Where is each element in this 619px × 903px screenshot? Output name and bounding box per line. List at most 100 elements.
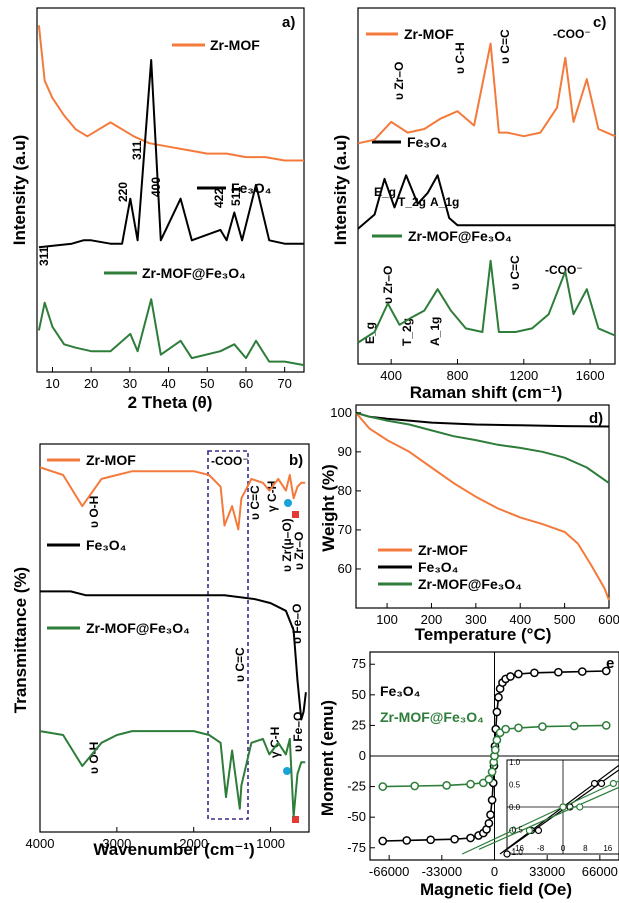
legend-d-comp: Zr-MOF@Fe₃O₄: [418, 576, 522, 592]
ftir-marker-zrmu: [284, 499, 292, 507]
raman-ann-zro: υ Zr–O: [392, 62, 406, 100]
series-e-0-point-24: [553, 667, 563, 677]
inset-ytick-label-4: -1.0: [509, 848, 523, 857]
series-e-0-point-25: [577, 667, 587, 676]
xtick-label-c-0: 400: [380, 368, 402, 383]
series-e-0-point-0: [378, 836, 388, 846]
series-e-0-point-1: [402, 836, 412, 845]
series-e-0-point-22: [514, 669, 523, 679]
coo-highlight-box: [207, 450, 249, 820]
ytick-label-d-2: 80: [338, 483, 352, 498]
series-e-1-point-5: [484, 774, 494, 784]
xrd-peak-311: 311: [130, 140, 144, 160]
xrd-peak-220: 220: [116, 182, 130, 202]
ytick-label-e-3: 0: [359, 748, 366, 763]
inset-xtick-label-4: 16: [603, 844, 612, 853]
series-e-1-point-1: [410, 781, 420, 791]
ytick-label-e-2: 25: [352, 717, 366, 732]
series-e-0-point-16: [492, 707, 502, 717]
series-e-1-point-0: [378, 782, 388, 791]
xtick-label-d-0: 100: [376, 612, 398, 627]
series-b-1-line: [40, 590, 307, 721]
ftir-ann-oh: υ O-H: [87, 496, 101, 528]
raman-ann-a1g-composite: A_1g: [428, 317, 442, 346]
ftir-marker-zrmu-composite: [283, 767, 291, 775]
inset-point-1-0: [503, 850, 511, 858]
series-e-1-point-14: [538, 722, 547, 731]
ftir-ann-cc-composite: υ C=C: [233, 647, 247, 682]
xtick-label-a-4: 50: [200, 376, 214, 391]
panel-c-xlabel: Raman shift (cm⁻¹): [410, 383, 563, 402]
raman-ann-eg-composite: E_g: [363, 322, 377, 344]
xtick-label-c-1: 800: [447, 368, 469, 383]
legend-a-comp: Zr-MOF@Fe₃O₄: [142, 265, 246, 281]
ftir-ann-zrmu: υ Zr(μ–O): [280, 518, 294, 572]
ytick-label-e-1: 50: [352, 687, 366, 702]
series-b-2-line: [39, 730, 306, 818]
series-b-0-line: [39, 466, 306, 531]
legend-d-fe: Fe₃O₄: [418, 559, 458, 575]
legend-c-zr: Zr-MOF: [404, 26, 454, 42]
legend-a-fe: Fe₃O₄: [231, 180, 271, 196]
xtick-label-e-1: -33000: [422, 864, 462, 879]
panel-c-label: c): [593, 14, 606, 31]
xtick-label-e-0: -66000: [369, 864, 409, 879]
legend-b-comp: Zr-MOF@Fe₃O₄: [86, 620, 190, 636]
xtick-label-c-2: 1200: [509, 368, 538, 383]
panel-d-xlabel: Temperature (°C): [415, 625, 552, 644]
xtick-label-b-1: 3000: [102, 836, 131, 851]
raman-ann-cc: υ C=C: [498, 29, 512, 64]
ytick-label-d-4: 100: [330, 405, 352, 420]
inset-point-0-3: [590, 779, 599, 788]
inset-point-2-1: [508, 826, 517, 835]
panel-a-xlabel: 2 Theta (θ): [128, 393, 213, 412]
raman-ann-ch: υ C-H: [453, 42, 467, 74]
ftir-ann-cc: υ C=C: [248, 485, 262, 520]
ytick-label-d-0: 60: [338, 561, 352, 576]
inset-point-3-2: [576, 803, 584, 811]
xtick-label-e-4: 66000: [582, 864, 618, 879]
panel-e-xlabel: Magnetic field (Oe): [420, 880, 572, 899]
ftir-ann-feo-composite: υ Fe–O: [291, 712, 305, 752]
panel-b-ylabel: Transmittance (%): [11, 567, 30, 713]
panel-b-frame: [39, 443, 310, 833]
panel-d-ylabel: Weight (%): [319, 464, 338, 552]
panel-a-ylabel: Intensity (a.u): [10, 135, 29, 246]
xtick-label-a-5: 60: [239, 376, 253, 391]
ytick-label-d-1: 70: [338, 522, 352, 537]
raman-ann-cc-composite: υ C=C: [508, 255, 522, 290]
inset-point-2-2: [559, 803, 567, 811]
ftir-ann-zro: υ Zr–O: [292, 532, 306, 570]
inset-ytick-label-2: 0.0: [509, 803, 521, 812]
series-e-0-point-4: [466, 833, 475, 843]
panel-c-ylabel: Intensity (a.u): [331, 135, 350, 246]
xtick-label-d-4: 500: [554, 612, 576, 627]
xtick-label-d-5: 600: [598, 612, 619, 627]
series-d-0-line: [355, 412, 610, 601]
panel-e-ylabel: Moment (emu): [318, 700, 337, 816]
inset-xtick-label-3: 8: [583, 844, 588, 853]
inset-ytick-label-1: 0.5: [509, 781, 521, 790]
legend-a-zr: Zr-MOF: [210, 37, 260, 53]
ytick-label-e-4: -25: [347, 779, 366, 794]
legend-c-fe: Fe₃O₄: [407, 134, 447, 150]
series-d-2-line: [355, 411, 610, 484]
xtick-label-d-1: 200: [421, 612, 443, 627]
panel-a-label: a): [282, 14, 295, 31]
panel-d: d) Zr-MOF Fe₃O₄ Zr-MOF@Fe₃O₄ Temperature…: [319, 404, 610, 644]
panel-c-frame: [357, 7, 616, 365]
xtick-label-d-2: 300: [465, 612, 487, 627]
xtick-label-b-0: 4000: [26, 836, 55, 851]
series-e-1-point-16: [601, 721, 611, 730]
legend-d-zr: Zr-MOF: [418, 542, 468, 558]
legend-e-comp: Zr-MOF@Fe₃O₄: [380, 709, 484, 725]
series-e-1-point-6: [487, 767, 497, 777]
panel-a-frame: [36, 7, 305, 373]
series-e-1-point-9: [490, 745, 500, 755]
raman-ann-t2g-composite: T_2g: [400, 318, 414, 346]
ytick-label-d-3: 90: [338, 444, 352, 459]
ytick-label-e-0: 75: [352, 656, 366, 671]
series-a-1-line: [38, 59, 304, 249]
series-e-0-point-3: [450, 834, 459, 844]
